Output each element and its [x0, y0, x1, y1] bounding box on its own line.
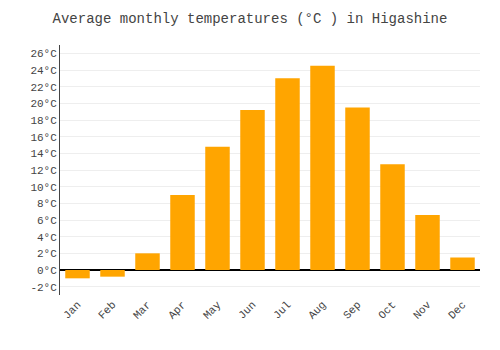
svg-text:26°C: 26°C: [30, 48, 57, 60]
svg-text:Oct: Oct: [376, 299, 398, 321]
svg-text:12°C: 12°C: [30, 165, 57, 177]
svg-text:4°C: 4°C: [37, 232, 57, 244]
svg-text:16°C: 16°C: [30, 132, 57, 144]
svg-text:Jun: Jun: [236, 299, 258, 321]
svg-text:Mar: Mar: [131, 299, 153, 321]
svg-text:22°C: 22°C: [30, 82, 57, 94]
svg-text:Dec: Dec: [446, 299, 468, 321]
svg-text:Jul: Jul: [271, 299, 293, 321]
svg-text:Average monthly temperatures (: Average monthly temperatures (°C ) in Hi…: [53, 11, 448, 27]
svg-text:6°C: 6°C: [37, 215, 57, 227]
svg-text:Aug: Aug: [306, 299, 328, 321]
svg-text:May: May: [201, 299, 224, 322]
svg-text:20°C: 20°C: [30, 98, 57, 110]
svg-text:Nov: Nov: [411, 299, 434, 322]
svg-text:Sep: Sep: [341, 299, 363, 321]
svg-text:0°C: 0°C: [37, 265, 57, 277]
svg-text:14°C: 14°C: [30, 148, 57, 160]
svg-text:Feb: Feb: [96, 299, 118, 321]
svg-text:18°C: 18°C: [30, 115, 57, 127]
svg-text:10°C: 10°C: [30, 182, 57, 194]
svg-text:24°C: 24°C: [30, 65, 57, 77]
svg-text:2°C: 2°C: [37, 248, 57, 260]
svg-text:Apr: Apr: [166, 299, 188, 321]
svg-text:-2°C: -2°C: [30, 282, 57, 294]
svg-text:Jan: Jan: [61, 299, 83, 321]
svg-text:8°C: 8°C: [37, 198, 57, 210]
